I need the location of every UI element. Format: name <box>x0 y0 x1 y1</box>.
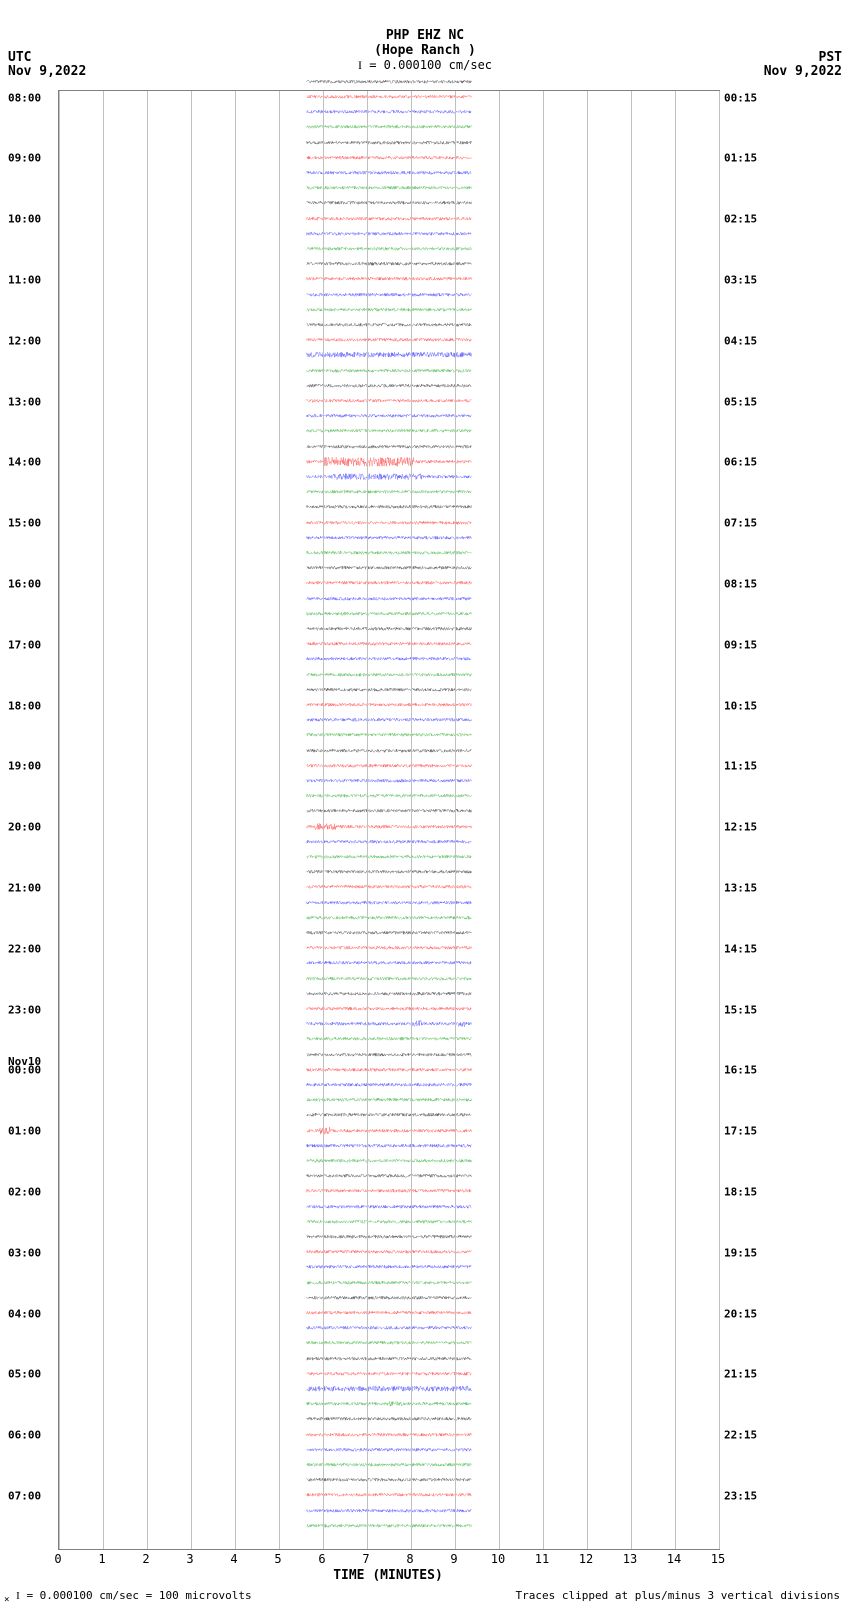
pst-hour-label: 11:15 <box>724 760 757 773</box>
pst-hour-label: 16:15 <box>724 1064 757 1077</box>
x-tick-label: 10 <box>491 1552 505 1566</box>
title-block: PHP EHZ NC (Hope Ranch ) I = 0.000100 cm… <box>0 28 850 73</box>
x-tick-label: 9 <box>450 1552 457 1566</box>
x-tick-label: 12 <box>579 1552 593 1566</box>
tz-label-right: PST <box>819 50 842 65</box>
footer-scale: × I = 0.000100 cm/sec = 100 microvolts <box>4 1589 252 1605</box>
pst-hour-label: 05:15 <box>724 395 757 408</box>
utc-date-split: Nov10 <box>8 1055 41 1068</box>
pst-hour-label: 07:15 <box>724 517 757 530</box>
pst-hour-label: 03:15 <box>724 274 757 287</box>
x-tick-label: 2 <box>142 1552 149 1566</box>
pst-hour-label: 18:15 <box>724 1186 757 1199</box>
grid-minute-line <box>147 91 148 1549</box>
utc-hour-label: 09:00 <box>8 152 41 165</box>
pst-hour-label: 21:15 <box>724 1368 757 1381</box>
pst-hour-label: 09:15 <box>724 638 757 651</box>
grid-minute-line <box>411 91 412 1549</box>
grid-minute-line <box>499 91 500 1549</box>
utc-hour-label: 19:00 <box>8 760 41 773</box>
grid-minute-line <box>455 91 456 1549</box>
pst-hour-label: 15:15 <box>724 1003 757 1016</box>
utc-hour-label: 11:00 <box>8 274 41 287</box>
scale-bar-label: I = 0.000100 cm/sec <box>0 58 850 73</box>
grid-minute-line <box>191 91 192 1549</box>
grid-minute-line <box>103 91 104 1549</box>
grid-minute-line <box>59 91 60 1549</box>
footer-clip-note: Traces clipped at plus/minus 3 vertical … <box>515 1589 840 1602</box>
pst-hour-label: 22:15 <box>724 1429 757 1442</box>
utc-hour-label: 08:00 <box>8 91 41 104</box>
grid-minute-line <box>367 91 368 1549</box>
x-tick-label: 5 <box>274 1552 281 1566</box>
utc-hour-label: 15:00 <box>8 517 41 530</box>
x-tick-label: 1 <box>98 1552 105 1566</box>
x-tick-label: 14 <box>667 1552 681 1566</box>
grid-minute-line <box>323 91 324 1549</box>
station-title: PHP EHZ NC <box>0 28 850 43</box>
utc-hour-label: 20:00 <box>8 821 41 834</box>
pst-hour-label: 17:15 <box>724 1125 757 1138</box>
tz-label-left: UTC <box>8 50 31 65</box>
grid-minute-line <box>279 91 280 1549</box>
helicorder-container: PHP EHZ NC (Hope Ranch ) I = 0.000100 cm… <box>0 0 850 1613</box>
plot-area <box>58 90 720 1550</box>
x-axis-label: TIME (MINUTES) <box>58 1568 718 1583</box>
pst-hour-label: 20:15 <box>724 1307 757 1320</box>
x-tick-label: 4 <box>230 1552 237 1566</box>
pst-hour-label: 19:15 <box>724 1246 757 1259</box>
grid-minute-line <box>719 91 720 1549</box>
footer: × I = 0.000100 cm/sec = 100 microvolts T… <box>0 1589 850 1607</box>
pst-hour-label: 00:15 <box>724 91 757 104</box>
x-tick-label: 3 <box>186 1552 193 1566</box>
x-tick-label: 8 <box>406 1552 413 1566</box>
x-tick-label: 0 <box>54 1552 61 1566</box>
utc-hour-label: 18:00 <box>8 699 41 712</box>
date-label-right: Nov 9,2022 <box>764 64 842 79</box>
utc-hour-label: 21:00 <box>8 882 41 895</box>
pst-hour-label: 12:15 <box>724 821 757 834</box>
utc-hour-label: 02:00 <box>8 1186 41 1199</box>
pst-hour-label: 01:15 <box>724 152 757 165</box>
grid-minute-line <box>587 91 588 1549</box>
utc-hour-label: 06:00 <box>8 1429 41 1442</box>
grid-minute-line <box>631 91 632 1549</box>
grid-minute-line <box>543 91 544 1549</box>
pst-hour-label: 23:15 <box>724 1490 757 1503</box>
utc-hour-label: 12:00 <box>8 334 41 347</box>
pst-hour-label: 13:15 <box>724 882 757 895</box>
pst-hour-label: 10:15 <box>724 699 757 712</box>
pst-hour-label: 14:15 <box>724 942 757 955</box>
pst-hour-label: 06:15 <box>724 456 757 469</box>
pst-hour-label: 08:15 <box>724 578 757 591</box>
station-location: (Hope Ranch ) <box>0 43 850 58</box>
utc-hour-label: 10:00 <box>8 213 41 226</box>
utc-hour-label: 07:00 <box>8 1490 41 1503</box>
seismogram-trace <box>59 1535 719 1550</box>
x-tick-label: 13 <box>623 1552 637 1566</box>
utc-hour-label: 05:00 <box>8 1368 41 1381</box>
x-tick-label: 15 <box>711 1552 725 1566</box>
pst-hour-label: 04:15 <box>724 334 757 347</box>
pst-hour-label: 02:15 <box>724 213 757 226</box>
x-tick-label: 7 <box>362 1552 369 1566</box>
utc-hour-label: 01:00 <box>8 1125 41 1138</box>
utc-hour-label: 13:00 <box>8 395 41 408</box>
utc-hour-label: 03:00 <box>8 1246 41 1259</box>
utc-hour-label: 22:00 <box>8 942 41 955</box>
x-tick-label: 11 <box>535 1552 549 1566</box>
utc-hour-label: 17:00 <box>8 638 41 651</box>
grid-minute-line <box>675 91 676 1549</box>
utc-hour-label: 14:00 <box>8 456 41 469</box>
x-tick-label: 6 <box>318 1552 325 1566</box>
utc-hour-label: 23:00 <box>8 1003 41 1016</box>
utc-hour-label: 16:00 <box>8 578 41 591</box>
utc-hour-label: 04:00 <box>8 1307 41 1320</box>
grid-minute-line <box>235 91 236 1549</box>
